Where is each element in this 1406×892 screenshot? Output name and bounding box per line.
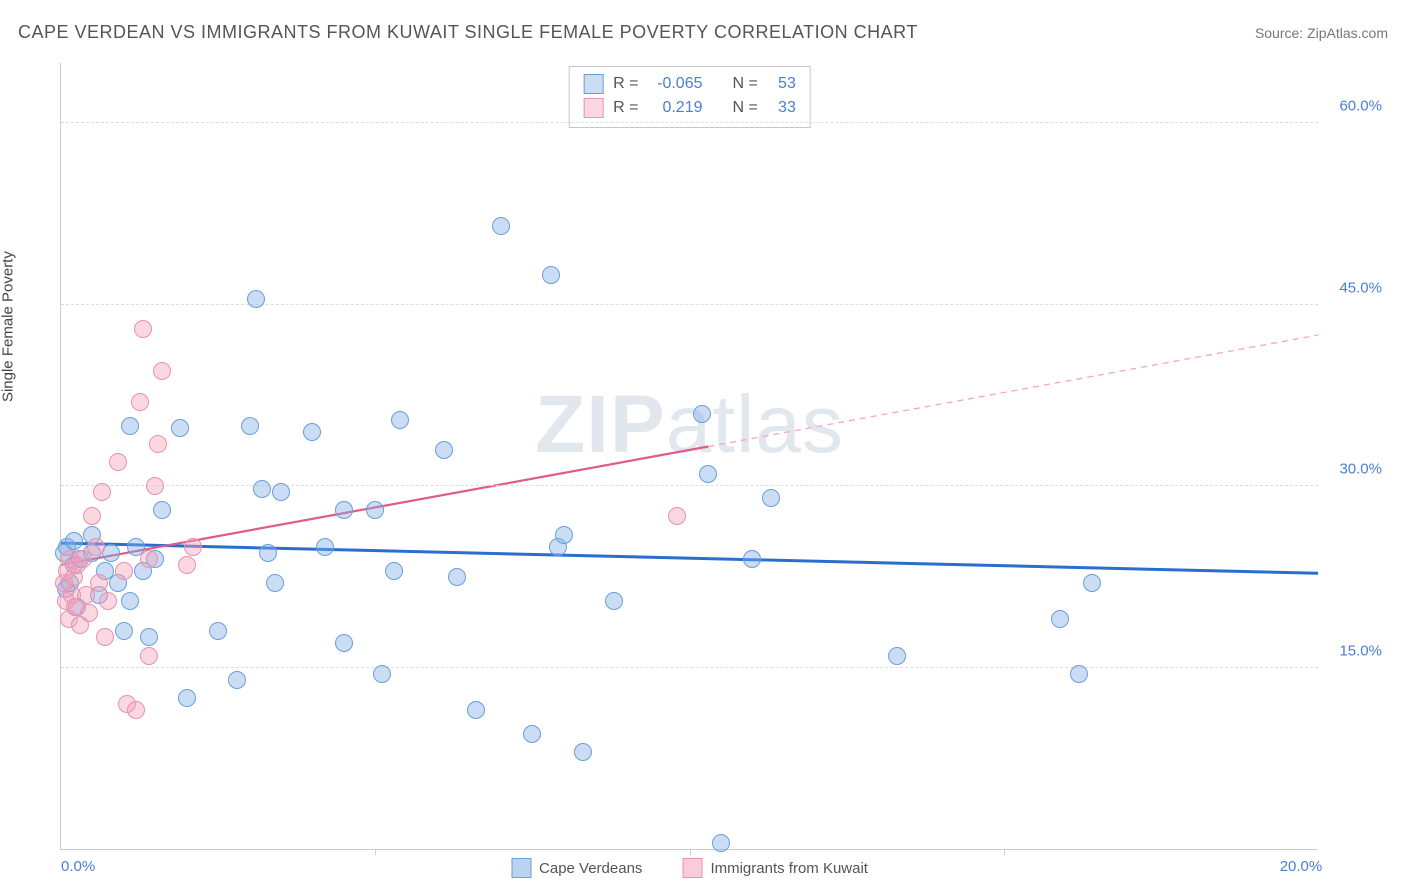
gridline	[61, 667, 1318, 668]
legend-item: Immigrants from Kuwait	[682, 858, 868, 878]
scatter-point	[574, 743, 592, 761]
scatter-point	[149, 435, 167, 453]
scatter-point	[131, 393, 149, 411]
scatter-point	[266, 574, 284, 592]
scatter-point	[134, 320, 152, 338]
scatter-point	[109, 453, 127, 471]
scatter-point	[102, 544, 120, 562]
legend-swatch	[682, 858, 702, 878]
scatter-point	[391, 411, 409, 429]
gridline	[61, 485, 1318, 486]
scatter-point	[121, 417, 139, 435]
gridline	[61, 122, 1318, 123]
scatter-point	[272, 483, 290, 501]
watermark: ZIPatlas	[535, 378, 844, 472]
scatter-point	[699, 465, 717, 483]
scatter-point	[115, 622, 133, 640]
scatter-point	[259, 544, 277, 562]
scatter-point	[888, 647, 906, 665]
scatter-point	[385, 562, 403, 580]
y-tick-label: 30.0%	[1326, 461, 1382, 478]
scatter-point	[542, 266, 560, 284]
chart-title: CAPE VERDEAN VS IMMIGRANTS FROM KUWAIT S…	[18, 22, 918, 43]
scatter-point	[492, 217, 510, 235]
scatter-point	[1083, 574, 1101, 592]
scatter-point	[83, 507, 101, 525]
scatter-point	[87, 538, 105, 556]
stats-row: R =-0.065N =53	[583, 72, 796, 96]
x-tick-mark	[690, 849, 691, 855]
chart-container: Single Female Poverty ZIPatlas R =-0.065…	[18, 55, 1388, 882]
scatter-point	[335, 634, 353, 652]
x-tick-label: 20.0%	[1280, 858, 1323, 875]
scatter-point	[140, 628, 158, 646]
legend-swatch	[511, 858, 531, 878]
plot-area: ZIPatlas R =-0.065N =53R =0.219N =33 Cap…	[60, 63, 1318, 850]
scatter-point	[743, 550, 761, 568]
y-axis-label: Single Female Poverty	[0, 251, 17, 402]
scatter-point	[373, 665, 391, 683]
legend-label: Immigrants from Kuwait	[710, 860, 868, 877]
scatter-point	[253, 480, 271, 498]
legend-label: Cape Verdeans	[539, 860, 642, 877]
series-swatch	[583, 98, 603, 118]
scatter-point	[184, 538, 202, 556]
scatter-point	[448, 568, 466, 586]
stats-legend-box: R =-0.065N =53R =0.219N =33	[568, 66, 811, 128]
scatter-point	[153, 501, 171, 519]
y-tick-label: 60.0%	[1326, 98, 1382, 115]
y-tick-label: 15.0%	[1326, 642, 1382, 659]
header: CAPE VERDEAN VS IMMIGRANTS FROM KUWAIT S…	[18, 22, 1388, 43]
trend-lines-overlay	[61, 63, 1318, 849]
scatter-point	[523, 725, 541, 743]
series-swatch	[583, 74, 603, 94]
scatter-point	[762, 489, 780, 507]
scatter-point	[140, 647, 158, 665]
legend-bottom: Cape Verdeans Immigrants from Kuwait	[511, 858, 868, 878]
scatter-point	[247, 290, 265, 308]
scatter-point	[605, 592, 623, 610]
scatter-point	[146, 477, 164, 495]
scatter-point	[467, 701, 485, 719]
scatter-point	[241, 417, 259, 435]
scatter-point	[140, 550, 158, 568]
scatter-point	[178, 689, 196, 707]
scatter-point	[80, 604, 98, 622]
scatter-point	[712, 834, 730, 852]
trend-line-dashed	[708, 335, 1318, 446]
scatter-point	[93, 483, 111, 501]
scatter-point	[153, 362, 171, 380]
scatter-point	[178, 556, 196, 574]
scatter-point	[555, 526, 573, 544]
scatter-point	[65, 532, 83, 550]
scatter-point	[1051, 610, 1069, 628]
x-tick-label: 0.0%	[61, 858, 95, 875]
scatter-point	[668, 507, 686, 525]
scatter-point	[1070, 665, 1088, 683]
scatter-point	[90, 574, 108, 592]
scatter-point	[303, 423, 321, 441]
scatter-point	[99, 592, 117, 610]
trend-line-solid	[61, 543, 1318, 573]
stats-row: R =0.219N =33	[583, 96, 796, 120]
scatter-point	[115, 562, 133, 580]
x-tick-mark	[375, 849, 376, 855]
scatter-point	[121, 592, 139, 610]
scatter-point	[335, 501, 353, 519]
scatter-point	[209, 622, 227, 640]
scatter-point	[96, 628, 114, 646]
scatter-point	[693, 405, 711, 423]
source-attribution: Source: ZipAtlas.com	[1255, 25, 1388, 41]
y-tick-label: 45.0%	[1326, 279, 1382, 296]
legend-item: Cape Verdeans	[511, 858, 642, 878]
scatter-point	[366, 501, 384, 519]
scatter-point	[435, 441, 453, 459]
scatter-point	[316, 538, 334, 556]
scatter-point	[228, 671, 246, 689]
scatter-point	[171, 419, 189, 437]
scatter-point	[127, 701, 145, 719]
x-tick-mark	[1004, 849, 1005, 855]
